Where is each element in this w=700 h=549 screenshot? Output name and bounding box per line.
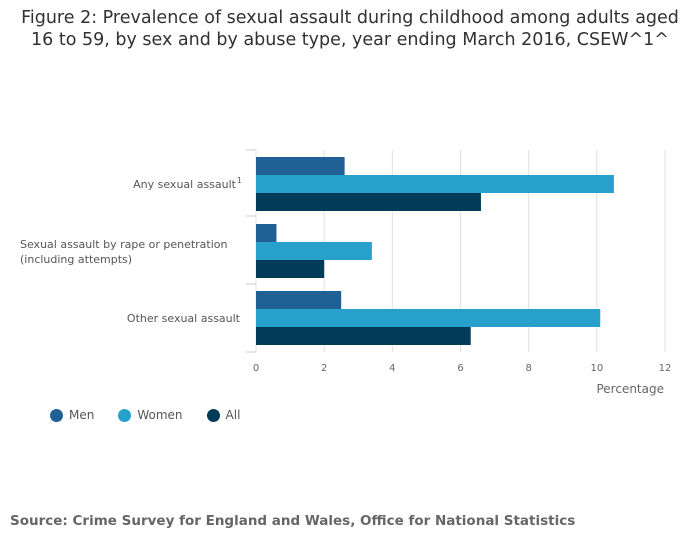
- legend-swatch-all: [206, 408, 220, 422]
- source-note: Source: Crime Survey for England and Wal…: [10, 513, 576, 529]
- legend-label-men: Men: [69, 408, 95, 422]
- x-tick-label: 4: [389, 363, 395, 374]
- legend-label-women: Women: [137, 408, 183, 422]
- legend-item-men[interactable]: Men: [50, 408, 94, 422]
- bar-women[interactable]: [256, 242, 372, 260]
- bar-men[interactable]: [256, 157, 345, 175]
- x-tick-label: 12: [659, 363, 672, 374]
- title-line-2: 16 to 59, by sex and by abuse type, year…: [31, 30, 669, 50]
- bar-women[interactable]: [256, 309, 601, 327]
- x-tick-label: 10: [590, 363, 603, 374]
- legend-item-all[interactable]: All: [206, 408, 241, 422]
- x-tick-label: 2: [321, 363, 327, 374]
- x-tick-label: 0: [253, 363, 259, 374]
- category-labels: Any sexual assault 1 Sexual assault by rap…: [20, 176, 242, 325]
- bar-all[interactable]: [256, 327, 471, 345]
- bar-men[interactable]: [256, 291, 342, 309]
- legend: Men Women All: [50, 408, 240, 422]
- bar-all[interactable]: [256, 193, 481, 211]
- bar-women[interactable]: [256, 175, 614, 193]
- x-tick-label: 8: [525, 363, 531, 374]
- category-label: Other sexual assault: [127, 312, 241, 325]
- legend-swatch-men: [50, 408, 63, 422]
- x-tick-label: 6: [457, 363, 463, 374]
- legend-item-women[interactable]: Women: [118, 408, 183, 422]
- x-axis-label: Percentage: [596, 382, 664, 396]
- category-label: Any sexual assault: [133, 178, 237, 191]
- bars: [256, 157, 614, 345]
- category-label-superscript: 1: [237, 176, 242, 185]
- x-tick-labels: 0 2 4 6 8 10 12: [253, 363, 672, 374]
- category-label: (including attempts): [20, 253, 132, 266]
- chart-title: Figure 2: Prevalence of sexual assault d…: [0, 7, 700, 51]
- legend-label-all: All: [225, 408, 241, 422]
- title-line-1: Figure 2: Prevalence of sexual assault d…: [21, 8, 679, 28]
- category-label: Sexual assault by rape or penetration: [20, 238, 228, 251]
- bar-all[interactable]: [256, 260, 325, 278]
- legend-swatch-women: [118, 408, 132, 422]
- bar-men[interactable]: [256, 224, 277, 242]
